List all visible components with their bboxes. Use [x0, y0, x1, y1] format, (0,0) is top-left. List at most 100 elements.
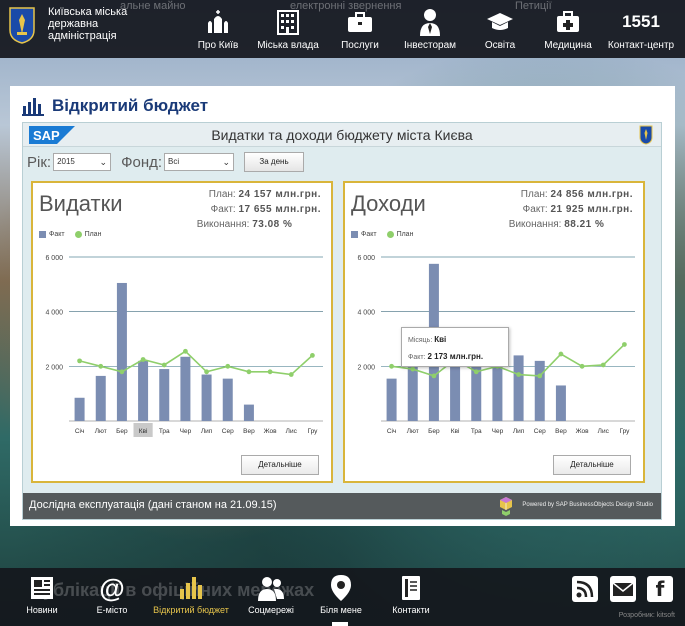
bar-fact	[513, 355, 524, 421]
fact-label: Факт:	[522, 204, 548, 215]
kyiv-crest-logo[interactable]	[8, 6, 36, 44]
plan-point	[288, 372, 294, 377]
bottom-nav-near-me[interactable]: Біля мене	[316, 574, 366, 615]
plan-point	[98, 363, 104, 369]
budget-chart-icon	[22, 98, 44, 116]
plan-point	[225, 363, 231, 369]
x-tick-label: Бер	[428, 428, 440, 435]
top-navigation: альне майно електронні звернення Петиції…	[0, 0, 685, 58]
expenses-detail-button[interactable]: Детальніше	[241, 455, 319, 475]
people-icon	[258, 577, 284, 601]
mail-icon[interactable]	[610, 576, 636, 602]
bottom-nav-open-budget[interactable]: Відкритий бюджет	[146, 574, 236, 615]
legend-fact: Факт	[49, 231, 65, 238]
bottom-nav-ecity[interactable]: @ Е-місто	[92, 573, 132, 616]
x-tick-label: Гру	[307, 428, 318, 435]
bar-fact	[534, 360, 545, 421]
revenues-detail-button[interactable]: Детальніше	[553, 455, 631, 475]
bar-fact	[555, 385, 566, 421]
legend-fact: Факт	[361, 231, 377, 238]
plan-point	[246, 369, 252, 375]
plan-point	[183, 348, 188, 354]
x-tick-label: Чер	[180, 428, 192, 435]
x-tick-label: Лют	[407, 428, 419, 435]
fact-value: 17 655 млн.грн.	[238, 204, 321, 215]
fund-select-value: Всі	[168, 157, 180, 166]
bar-fact	[492, 362, 503, 421]
newspaper-icon	[31, 577, 53, 599]
x-tick-label: Тра	[159, 428, 170, 435]
fund-select[interactable]: Всі ⌄	[164, 153, 235, 171]
tooltip-month-value: Кві	[434, 335, 447, 344]
nav-label: Про Київ	[197, 40, 239, 51]
bottom-nav-label: Соцмережі	[248, 605, 294, 615]
plan-point	[600, 362, 606, 368]
nav-label: Контакт-центр	[607, 40, 675, 51]
x-tick-label: Жов	[576, 428, 590, 435]
org-name[interactable]: Київська міська державна адміністрація	[48, 6, 128, 42]
exec-value: 88.21 %	[564, 219, 605, 230]
businessman-icon	[420, 9, 440, 36]
filters-bar: Рік: 2015 ⌄ Фонд: Всі ⌄ За день	[27, 151, 305, 173]
ghost-link-property[interactable]: альне майно	[120, 0, 186, 12]
plan-label: План:	[520, 189, 548, 200]
nav-services[interactable]: Послуги	[338, 8, 382, 54]
expenses-chart[interactable]: 2 000 4 000 6 000 Січ Лют Бер Кві Тра Чер Лип Сер В…	[33, 245, 331, 445]
bar-fact	[407, 366, 418, 421]
bar-fact	[222, 378, 233, 421]
chevron-down-icon: ⌄	[222, 157, 231, 167]
x-tick-label: Лип	[201, 428, 213, 435]
panel-header: Відкритий бюджет	[22, 94, 208, 118]
bottom-nav-social[interactable]: Соцмережі	[244, 574, 298, 615]
x-tick-label: Вер	[243, 428, 255, 435]
by-date-button[interactable]: За день	[244, 152, 305, 172]
powered-by: Powered by SAP BusinessObjects Design St…	[522, 502, 653, 508]
nav-investors[interactable]: Інвесторам	[400, 8, 460, 54]
bottom-nav-label: Е-місто	[96, 605, 128, 615]
year-select[interactable]: 2015 ⌄	[53, 153, 112, 171]
x-tick-label: Сер	[534, 428, 546, 435]
y-tick-label: 2 000	[45, 364, 63, 371]
bottom-nav-label: Відкритий бюджет	[153, 605, 229, 615]
plan-value: 24 856 млн.грн.	[550, 189, 633, 200]
year-select-value: 2015	[57, 157, 75, 166]
nav-medicine[interactable]: Медицина	[542, 8, 594, 54]
developer-credit[interactable]: Розробник: kitsoft	[618, 612, 675, 619]
rss-icon[interactable]	[572, 576, 598, 602]
x-tick-label: Вер	[555, 428, 567, 435]
nav-contact-center[interactable]: 1551 Контакт-центр	[606, 8, 676, 54]
legend-plan: План	[84, 231, 102, 238]
app-header: SAP Видатки та доходи бюджету міста Києв…	[23, 123, 661, 147]
nav-education[interactable]: Освіта	[480, 8, 520, 54]
legend-fact-swatch	[39, 231, 46, 238]
x-tick-label: Кві	[451, 427, 460, 435]
x-tick-label: Лис	[598, 428, 610, 435]
plan-line	[391, 343, 625, 377]
bar-fact	[201, 374, 212, 421]
plan-point	[161, 362, 167, 368]
contact-center-number: 1551	[622, 12, 660, 31]
bar-fact	[116, 282, 127, 421]
bar-fact	[74, 397, 85, 421]
y-tick-label: 6 000	[45, 255, 63, 262]
plan-point	[389, 363, 394, 369]
expenses-title: Видатки	[39, 191, 123, 216]
nav-label: Послуги	[341, 40, 379, 51]
ghost-link-petitions[interactable]: Петиції	[515, 0, 552, 12]
nav-label: Освіта	[484, 40, 516, 51]
bottom-nav-news[interactable]: Новини	[22, 574, 62, 615]
facebook-glyph: f	[655, 577, 665, 601]
facebook-icon[interactable]: f	[647, 576, 673, 602]
nav-about-kyiv[interactable]: Про Київ	[196, 8, 240, 54]
briefcase-icon	[348, 12, 372, 32]
nav-city-government[interactable]: Міська влада	[256, 8, 320, 54]
address-book-icon	[402, 576, 420, 600]
ghost-link-appeals[interactable]: електронні звернення	[290, 0, 402, 12]
bottom-nav-contacts[interactable]: Контакти	[386, 574, 436, 615]
tooltip-month-label: Місяць:	[408, 337, 433, 344]
bar-fact	[471, 362, 482, 421]
bar-fact	[95, 375, 106, 421]
bar-fact	[243, 404, 254, 421]
map-pin-icon	[331, 575, 351, 601]
x-tick-label: Чер	[492, 428, 504, 435]
